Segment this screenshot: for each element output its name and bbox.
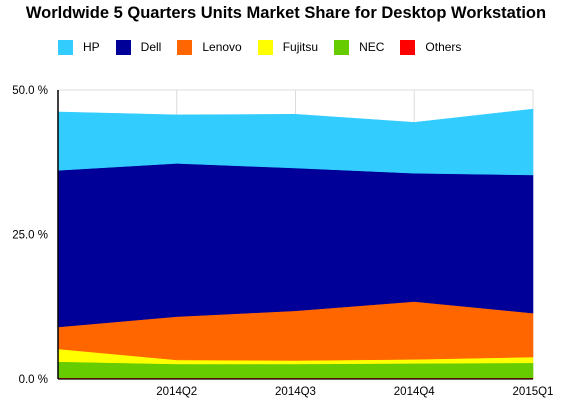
legend-item-lenovo: Lenovo [177, 39, 242, 55]
x-tick-label: 2015Q1 [513, 386, 554, 398]
area-series-hp [57, 108, 534, 176]
area-series-dell [57, 163, 534, 328]
y-tick-label: 50.0 % [12, 85, 48, 97]
x-tick-label: 2014Q2 [156, 386, 197, 398]
stacked-areas [57, 108, 534, 380]
legend-swatch [334, 39, 350, 55]
legend-label: NEC [359, 40, 385, 54]
legend-label: HP [83, 40, 100, 54]
chart-title: Worldwide 5 Quarters Units Market Share … [25, 4, 547, 22]
legend-label: Fujitsu [282, 40, 319, 54]
legend-swatch [257, 39, 273, 55]
legend-swatch [115, 39, 131, 55]
legend-swatch [177, 39, 193, 55]
legend-item-dell: Dell [115, 39, 162, 55]
chart-legend: HP Dell Lenovo Fujitsu NEC Others [58, 38, 477, 56]
legend-item-hp: HP [58, 39, 100, 55]
y-tick-label: 0.0 % [19, 374, 48, 386]
y-tick-label: 25.0 % [12, 230, 48, 242]
legend-label: Others [425, 40, 462, 54]
axes [57, 90, 533, 380]
x-tick-label: 2014Q4 [394, 386, 436, 398]
legend-label: Lenovo [202, 40, 242, 54]
legend-swatch [58, 39, 73, 55]
legend-item-others: Others [400, 39, 462, 55]
y-tick-labels: 0.0 % 25.0 % 50.0 % [12, 85, 48, 386]
x-tick-label: 2014Q3 [275, 386, 316, 398]
legend-item-fujitsu: Fujitsu [257, 39, 319, 55]
x-tick-labels: 2014Q2 2014Q3 2014Q4 2015Q1 [156, 386, 553, 398]
legend-label: Dell [140, 40, 162, 54]
legend-item-nec: NEC [334, 39, 385, 55]
legend-swatch [400, 39, 416, 55]
